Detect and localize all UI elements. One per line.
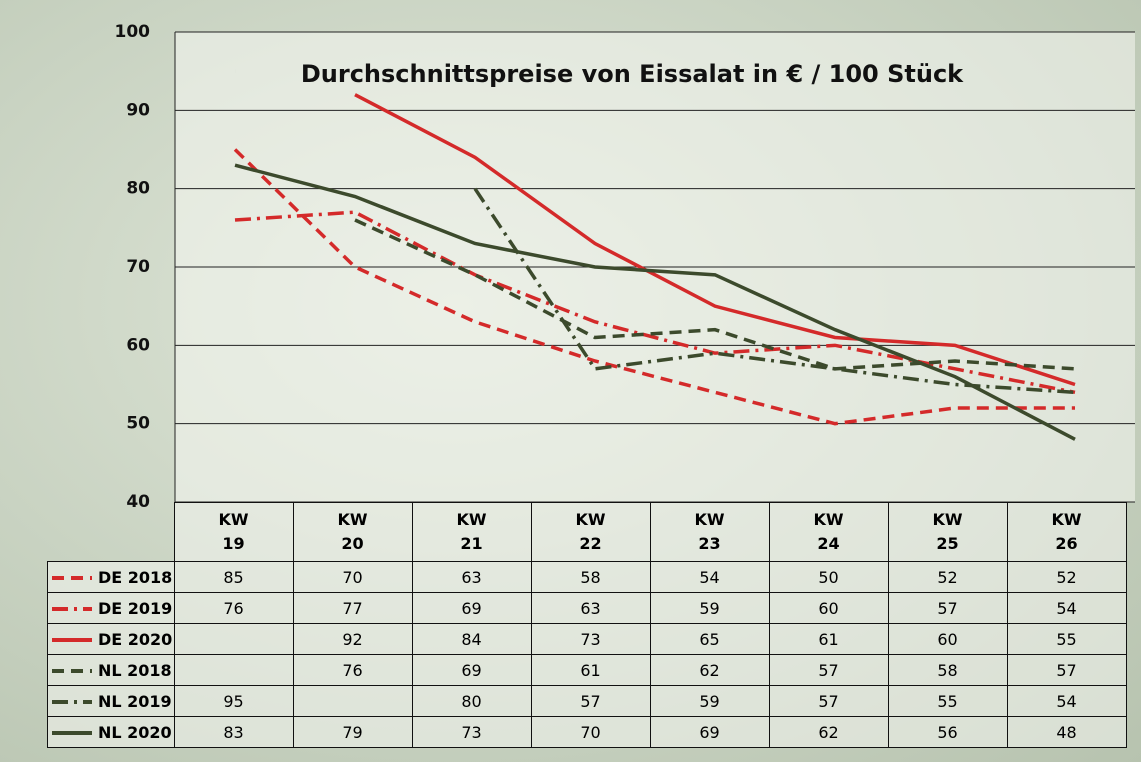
table-cell bbox=[293, 686, 412, 717]
y-tick-label: 70 bbox=[126, 257, 150, 277]
table-cell: 61 bbox=[769, 624, 888, 655]
legend-entry: NL 2018 bbox=[48, 655, 175, 686]
table-cell: 60 bbox=[888, 624, 1007, 655]
y-tick-label: 50 bbox=[126, 414, 150, 434]
table-cell: 54 bbox=[1007, 686, 1126, 717]
x-tick-label: KW 19 bbox=[174, 503, 293, 562]
legend-swatch bbox=[50, 572, 94, 584]
table-cell: 56 bbox=[888, 717, 1007, 748]
table-cell: 57 bbox=[531, 686, 650, 717]
table-cell: 73 bbox=[412, 717, 531, 748]
table-cell: 55 bbox=[1007, 624, 1126, 655]
x-tick-label: KW 25 bbox=[888, 503, 1007, 562]
legend-entry: NL 2020 bbox=[48, 717, 175, 748]
table-cell: 57 bbox=[1007, 655, 1126, 686]
table-cell: 85 bbox=[174, 562, 293, 593]
table-cell: 57 bbox=[888, 593, 1007, 624]
legend-swatch bbox=[50, 634, 94, 646]
table-cell: 83 bbox=[174, 717, 293, 748]
x-tick-label: KW 22 bbox=[531, 503, 650, 562]
chart-title: Durchschnittspreise von Eissalat in € / … bbox=[301, 60, 964, 88]
table-cell: 61 bbox=[531, 655, 650, 686]
table-cell: 76 bbox=[174, 593, 293, 624]
x-tick-label: KW 20 bbox=[293, 503, 412, 562]
table-cell: 80 bbox=[412, 686, 531, 717]
legend-swatch bbox=[50, 727, 94, 739]
table-cell: 60 bbox=[769, 593, 888, 624]
table-cell: 63 bbox=[412, 562, 531, 593]
y-tick-label: 80 bbox=[126, 179, 150, 199]
legend-label: NL 2018 bbox=[98, 661, 172, 680]
table-cell: 58 bbox=[888, 655, 1007, 686]
y-tick-label: 60 bbox=[126, 335, 150, 355]
table-cell: 84 bbox=[412, 624, 531, 655]
table-cell: 76 bbox=[293, 655, 412, 686]
table-cell: 63 bbox=[531, 593, 650, 624]
table-cell: 69 bbox=[650, 717, 769, 748]
table-cell: 62 bbox=[650, 655, 769, 686]
table-cell: 95 bbox=[174, 686, 293, 717]
legend-entry: DE 2019 bbox=[48, 593, 175, 624]
table-cell: 54 bbox=[650, 562, 769, 593]
table-cell: 52 bbox=[888, 562, 1007, 593]
table-cell: 58 bbox=[531, 562, 650, 593]
table-cell: 92 bbox=[293, 624, 412, 655]
table-cell: 57 bbox=[769, 655, 888, 686]
x-tick-label: KW 24 bbox=[769, 503, 888, 562]
table-cell: 69 bbox=[412, 655, 531, 686]
legend-swatch bbox=[50, 603, 94, 615]
table-cell: 77 bbox=[293, 593, 412, 624]
y-tick-label: 90 bbox=[126, 100, 150, 120]
table-cell: 62 bbox=[769, 717, 888, 748]
table-cell: 59 bbox=[650, 593, 769, 624]
legend-swatch bbox=[50, 665, 94, 677]
table-cell bbox=[174, 655, 293, 686]
legend-label: NL 2019 bbox=[98, 692, 172, 711]
table-cell: 48 bbox=[1007, 717, 1126, 748]
table-cell: 79 bbox=[293, 717, 412, 748]
legend-label: NL 2020 bbox=[98, 723, 172, 742]
table-cell: 65 bbox=[650, 624, 769, 655]
table-cell: 69 bbox=[412, 593, 531, 624]
table-corner bbox=[48, 503, 175, 562]
y-tick-label: 100 bbox=[115, 22, 151, 42]
legend-entry: DE 2018 bbox=[48, 562, 175, 593]
legend-entry: NL 2019 bbox=[48, 686, 175, 717]
table-cell: 54 bbox=[1007, 593, 1126, 624]
table-cell: 57 bbox=[769, 686, 888, 717]
legend-label: DE 2019 bbox=[98, 599, 172, 618]
table-cell: 73 bbox=[531, 624, 650, 655]
table-cell: 55 bbox=[888, 686, 1007, 717]
x-tick-label: KW 26 bbox=[1007, 503, 1126, 562]
table-cell: 52 bbox=[1007, 562, 1126, 593]
legend-entry: DE 2020 bbox=[48, 624, 175, 655]
table-cell: 50 bbox=[769, 562, 888, 593]
table-cell: 70 bbox=[531, 717, 650, 748]
legend-label: DE 2020 bbox=[98, 630, 172, 649]
table-cell: 59 bbox=[650, 686, 769, 717]
table-cell: 70 bbox=[293, 562, 412, 593]
x-tick-label: KW 21 bbox=[412, 503, 531, 562]
legend-swatch bbox=[50, 696, 94, 708]
page: Durchschnittspreise von Eissalat in € / … bbox=[0, 0, 1141, 762]
legend-label: DE 2018 bbox=[98, 568, 172, 587]
x-tick-label: KW 23 bbox=[650, 503, 769, 562]
table-cell bbox=[174, 624, 293, 655]
